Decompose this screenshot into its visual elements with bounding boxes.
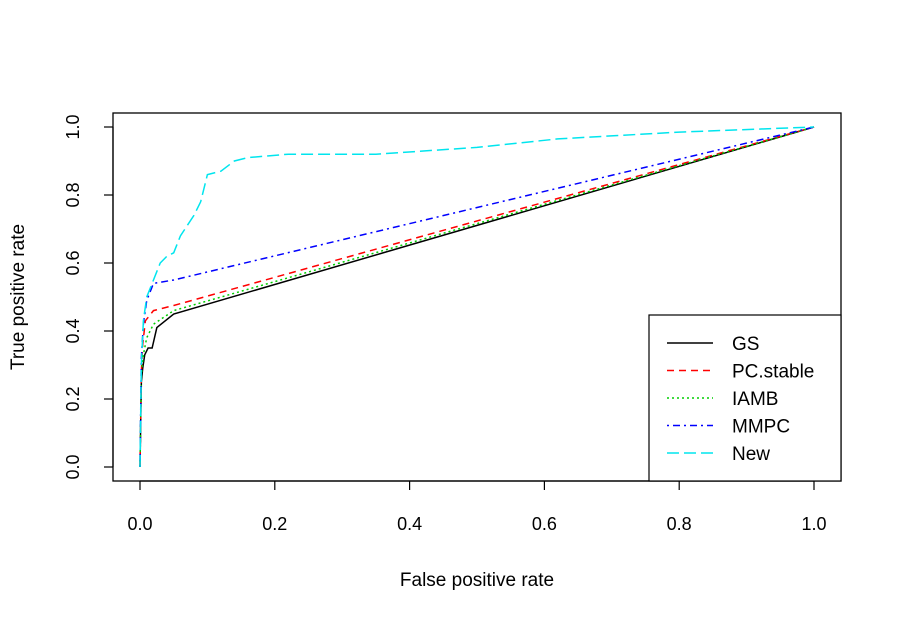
y-tick-label: 0.8 (63, 182, 83, 207)
legend-label-new: New (732, 444, 770, 465)
y-tick-label: 0.4 (63, 318, 83, 343)
x-axis: 0.0 0.2 0.4 0.6 0.8 1.0 (127, 480, 827, 534)
legend-label-pc-stable: PC.stable (732, 362, 814, 383)
x-tick-label: 0.8 (667, 514, 692, 534)
x-axis-label: False positive rate (400, 570, 554, 591)
y-tick-label: 1.0 (63, 114, 83, 139)
y-tick-label: 0.6 (63, 250, 83, 275)
x-tick-label: 0.6 (532, 514, 557, 534)
series-line-new (139, 126, 815, 468)
legend: GS PC.stable IAMB MMPC New (648, 314, 842, 482)
legend-label-gs: GS (732, 334, 759, 355)
x-tick-label: 0.0 (127, 514, 152, 534)
legend-box (648, 314, 842, 482)
plot-lines (139, 126, 815, 468)
y-axis: 0.0 0.2 0.4 0.6 0.8 1.0 (63, 114, 114, 480)
x-tick-label: 0.2 (262, 514, 287, 534)
y-tick-label: 0.2 (63, 386, 83, 411)
legend-label-mmpc: MMPC (732, 417, 790, 438)
y-axis-label: True positive rate (8, 224, 29, 370)
y-tick-label: 0.0 (63, 454, 83, 479)
x-tick-label: 0.4 (397, 514, 422, 534)
series-line-pc-stable (139, 126, 815, 468)
legend-label-iamb: IAMB (732, 389, 778, 410)
x-tick-label: 1.0 (801, 514, 826, 534)
